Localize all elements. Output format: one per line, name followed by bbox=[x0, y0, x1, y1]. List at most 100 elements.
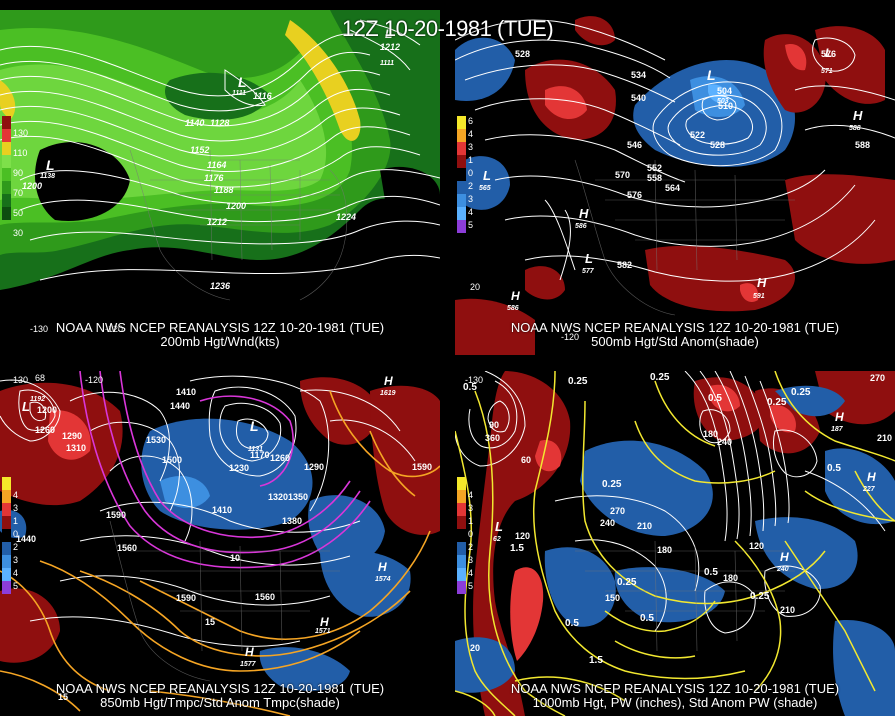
panel-caption-field: 200mb Hgt/Wnd(kts) bbox=[160, 334, 280, 349]
contour-label: 1310 bbox=[66, 443, 86, 453]
contour-label: 1200 bbox=[226, 201, 246, 211]
contour-label: 540 bbox=[631, 93, 646, 103]
legend-label: 5 bbox=[468, 220, 474, 230]
legend-label: 3 bbox=[468, 142, 474, 152]
high-value: 1574 bbox=[375, 576, 391, 583]
contour-label: 1320 bbox=[268, 492, 288, 502]
panel-caption-field: 500mb Hgt/Std Anom(shade) bbox=[591, 334, 759, 349]
low-value: 1138 bbox=[40, 173, 55, 180]
legend-anomaly: 6 4 3 1 0 2 3 4 5 bbox=[457, 116, 473, 233]
pw-label: 0.5 bbox=[565, 618, 579, 629]
low-marker: L bbox=[825, 46, 832, 60]
pw-label: 0.5 bbox=[704, 567, 718, 578]
main-title: 12Z 10-20-1981 (TUE) bbox=[341, 16, 554, 41]
low-value: 565 bbox=[479, 185, 491, 192]
contour-label: 1230 bbox=[229, 463, 249, 473]
legend-anomaly: 4 3 1 0 2 3 4 5 bbox=[457, 477, 473, 594]
low-marker: L bbox=[707, 67, 716, 83]
low-value: 1111 bbox=[380, 60, 394, 67]
contour-label: 1590 bbox=[412, 462, 432, 472]
contour-label: 1380 bbox=[282, 516, 302, 526]
contour-label: 1236 bbox=[210, 281, 231, 291]
height-label: 90 bbox=[489, 420, 499, 430]
contour-label: 1128 bbox=[210, 118, 229, 128]
pw-label: 1.5 bbox=[589, 655, 603, 666]
high-marker: H bbox=[867, 470, 876, 484]
legend-label: 30 bbox=[13, 228, 24, 238]
legend-label: 4 bbox=[468, 568, 474, 578]
low-marker: L bbox=[483, 168, 491, 183]
contour-label: 1560 bbox=[255, 592, 275, 602]
height-label: 210 bbox=[637, 521, 652, 531]
low-marker: L bbox=[585, 251, 593, 266]
high-marker: H bbox=[245, 645, 254, 659]
low-marker: L bbox=[495, 519, 503, 534]
low-value: 1131 bbox=[248, 446, 263, 453]
high-value: 240 bbox=[776, 566, 789, 573]
longitude-label: -130 bbox=[465, 375, 483, 385]
pw-label: 0.5 bbox=[827, 463, 841, 474]
low-marker: L bbox=[22, 399, 30, 414]
pw-label: 0.25 bbox=[750, 591, 770, 602]
legend-label: 2 bbox=[13, 542, 19, 552]
panel-500mb: 528 534 540 546 552 558 564 570 576 582 … bbox=[455, 10, 895, 355]
low-value: 503 bbox=[717, 98, 729, 105]
height-label: 120 bbox=[749, 541, 764, 551]
contour-label: 552 bbox=[647, 163, 662, 173]
contour-label: 1224 bbox=[336, 212, 356, 222]
high-value: 1571 bbox=[315, 628, 331, 635]
legend-label: 0 bbox=[13, 529, 19, 539]
legend-label: 4 bbox=[13, 568, 19, 578]
high-marker: H bbox=[757, 275, 767, 290]
high-marker: H bbox=[378, 560, 387, 574]
map-850mb: 1200 1260 1290 1310 1410 1440 1530 1500 … bbox=[0, 371, 440, 716]
pw-label: 0.25 bbox=[650, 372, 670, 383]
contour-label: 534 bbox=[631, 70, 646, 80]
high-value: 1577 bbox=[240, 661, 257, 668]
panel-caption-source: NOAA NWS NCEP REANALYSIS 12Z 10-20-1981 … bbox=[510, 320, 840, 335]
high-marker: H bbox=[835, 410, 844, 424]
high-value: 586 bbox=[575, 223, 587, 230]
contour-label: 576 bbox=[627, 190, 642, 200]
pw-label: 0.25 bbox=[791, 387, 811, 398]
contour-label: 1290 bbox=[304, 462, 324, 472]
contour-label: 504 bbox=[717, 86, 732, 96]
panel-200mb: 1116 1140 1128 1152 1164 1176 1188 1200 … bbox=[0, 10, 440, 355]
legend-label: 6 bbox=[468, 116, 474, 126]
panel-caption-source: NOAA NWS NCEP REANALYSIS 12Z 10-20-1981 … bbox=[510, 681, 840, 696]
contour-label: 564 bbox=[665, 183, 680, 193]
high-value: 187 bbox=[831, 426, 844, 433]
low-value: 1192 bbox=[30, 396, 45, 403]
contour-label: 1440 bbox=[170, 401, 190, 411]
map-500mb: 528 534 540 546 552 558 564 570 576 582 … bbox=[455, 10, 895, 355]
height-label: 180 bbox=[703, 429, 718, 439]
contour-label: 510 bbox=[718, 101, 733, 111]
height-label: 60 bbox=[521, 455, 531, 465]
contour-label: 582 bbox=[617, 260, 632, 270]
legend-label: 2 bbox=[468, 181, 474, 191]
panel-caption-source: NOAA NWS NCEP REANALYSIS 12Z 10-20-1981 … bbox=[55, 320, 385, 335]
high-marker: H bbox=[780, 550, 789, 564]
low-value: 577 bbox=[582, 268, 595, 275]
contour-label: 1410 bbox=[176, 387, 196, 397]
contour-label: 1188 bbox=[214, 185, 233, 195]
height-label: 210 bbox=[877, 433, 892, 443]
panel-caption-field: 1000mb Hgt, PW (inches), Std Anom PW (sh… bbox=[532, 695, 818, 710]
longitude-label: -120 bbox=[561, 332, 579, 342]
contour-label: 1290 bbox=[62, 431, 82, 441]
legend-label: 3 bbox=[13, 503, 19, 513]
contour-label: 1260 bbox=[270, 453, 290, 463]
panel-caption-field: 850mb Hgt/Tmpc/Std Anom Tmpc(shade) bbox=[100, 695, 340, 710]
pw-label: 0.5 bbox=[463, 382, 477, 393]
contour-label: 1200 bbox=[37, 405, 57, 415]
legend-label: 3 bbox=[468, 503, 474, 513]
contour-label: 1212 bbox=[380, 42, 400, 52]
low-marker: L bbox=[250, 418, 259, 434]
height-label: 180 bbox=[723, 573, 738, 583]
longitude-label: -120 bbox=[105, 324, 123, 334]
contour-label: 528 bbox=[710, 140, 725, 150]
pw-label: 0.25 bbox=[568, 376, 588, 387]
legend-label: 3 bbox=[13, 555, 19, 565]
legend-label: 90 bbox=[13, 168, 24, 178]
height-label: 20 bbox=[470, 643, 480, 653]
